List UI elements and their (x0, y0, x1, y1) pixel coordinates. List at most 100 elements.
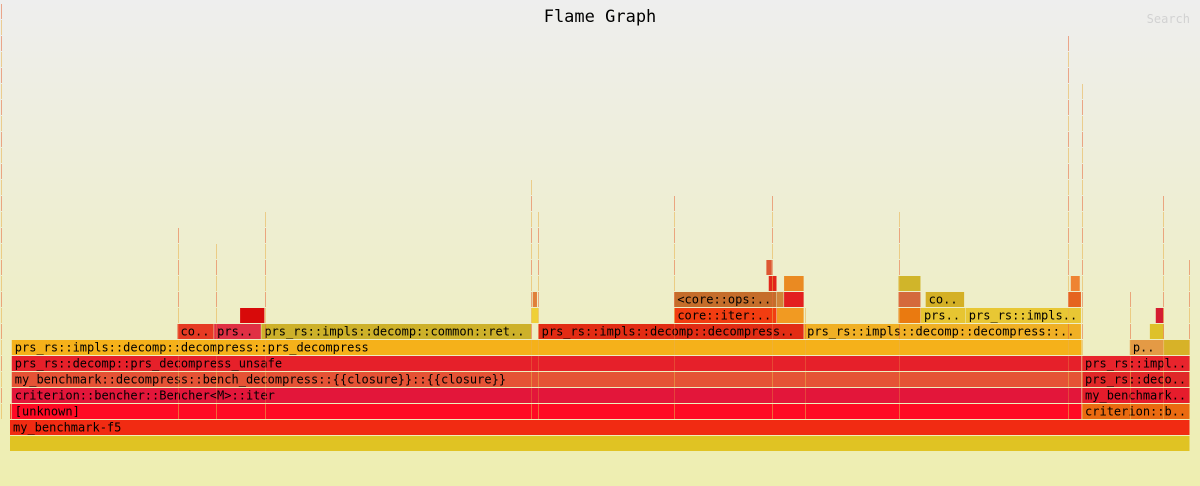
sliver-frame[interactable] (1068, 36, 1069, 51)
frame-rect[interactable] (965, 308, 1081, 323)
sliver-frame[interactable] (538, 228, 539, 243)
sliver-frame[interactable] (1189, 276, 1190, 291)
sliver-frame[interactable] (899, 340, 900, 355)
sliver-frame[interactable] (1082, 116, 1083, 131)
frame-rect[interactable] (1082, 356, 1190, 371)
sliver-frame[interactable] (899, 260, 900, 275)
flame-frame[interactable]: prs_rs::impls::decomp::decompress::prs_d… (11, 340, 1082, 355)
sliver-frame[interactable] (216, 308, 217, 323)
sliver-frame[interactable] (538, 388, 539, 403)
sliver-frame[interactable] (178, 228, 179, 243)
flame-frame[interactable] (898, 292, 921, 307)
sliver-frame[interactable] (1189, 356, 1190, 371)
sliver-frame[interactable] (674, 260, 675, 275)
sliver-frame[interactable] (531, 212, 532, 227)
flame-frame[interactable] (784, 276, 804, 291)
sliver-frame[interactable] (178, 372, 179, 387)
sliver-frame[interactable] (1082, 100, 1083, 115)
sliver-frame[interactable] (1, 404, 2, 419)
frame-rect[interactable] (11, 388, 1082, 403)
sliver-frame[interactable] (1082, 276, 1083, 291)
sliver-frame[interactable] (1189, 260, 1190, 275)
sliver-frame[interactable] (216, 372, 217, 387)
sliver-frame[interactable] (1, 148, 2, 163)
sliver-frame[interactable] (216, 292, 217, 307)
flame-frame[interactable]: prs.. (920, 308, 966, 323)
flame-frame[interactable]: my_benchmark.. (1082, 388, 1190, 403)
frame-rect[interactable] (1155, 308, 1164, 323)
sliver-frame[interactable] (1, 356, 2, 371)
sliver-frame[interactable] (1082, 164, 1083, 179)
sliver-frame[interactable] (1068, 228, 1069, 243)
sliver-frame[interactable] (1068, 212, 1069, 227)
sliver-frame[interactable] (1, 84, 2, 99)
sliver-frame[interactable] (538, 276, 539, 291)
sliver-frame[interactable] (1130, 372, 1131, 387)
sliver-frame[interactable] (1068, 68, 1069, 83)
sliver-frame[interactable] (216, 404, 217, 419)
sliver-frame[interactable] (1068, 180, 1069, 195)
sliver-frame[interactable] (1, 388, 2, 403)
sliver-frame[interactable] (531, 228, 532, 243)
sliver-frame[interactable] (1163, 276, 1164, 291)
sliver-frame[interactable] (265, 212, 266, 227)
sliver-frame[interactable] (805, 340, 806, 355)
frame-rect[interactable] (538, 324, 804, 339)
sliver-frame[interactable] (674, 212, 675, 227)
sliver-frame[interactable] (216, 340, 217, 355)
sliver-frame[interactable] (805, 404, 806, 419)
frame-rect[interactable] (11, 404, 1082, 419)
sliver-frame[interactable] (1, 324, 2, 339)
sliver-frame[interactable] (178, 340, 179, 355)
sliver-frame[interactable] (1082, 388, 1083, 403)
sliver-frame[interactable] (265, 372, 266, 387)
sliver-frame[interactable] (1130, 308, 1131, 323)
flame-frame[interactable]: <core::ops:.. (674, 292, 777, 307)
sliver-frame[interactable] (538, 324, 539, 339)
sliver-frame[interactable] (899, 276, 900, 291)
sliver-frame[interactable] (531, 196, 532, 211)
sliver-frame[interactable] (265, 228, 266, 243)
sliver-frame[interactable] (899, 292, 900, 307)
sliver-frame[interactable] (772, 308, 773, 323)
flame-frame[interactable]: criterion::bencher::Bencher<M>::iter (11, 388, 1082, 403)
sliver-frame[interactable] (1068, 196, 1069, 211)
flame-frame[interactable] (531, 308, 539, 323)
sliver-frame[interactable] (531, 404, 532, 419)
sliver-frame[interactable] (1163, 372, 1164, 387)
sliver-frame[interactable] (674, 404, 675, 419)
sliver-frame[interactable] (1, 68, 2, 83)
sliver-frame[interactable] (899, 372, 900, 387)
sliver-frame[interactable] (538, 308, 539, 323)
sliver-frame[interactable] (674, 324, 675, 339)
sliver-frame[interactable] (265, 292, 266, 307)
sliver-frame[interactable] (178, 404, 179, 419)
frame-rect[interactable] (10, 436, 1190, 451)
sliver-frame[interactable] (1189, 292, 1190, 307)
sliver-frame[interactable] (1, 52, 2, 67)
sliver-frame[interactable] (1189, 388, 1190, 403)
sliver-frame[interactable] (1130, 324, 1131, 339)
sliver-frame[interactable] (1082, 148, 1083, 163)
frame-rect[interactable] (1149, 324, 1164, 339)
sliver-frame[interactable] (1, 4, 2, 19)
flame-frame[interactable] (898, 308, 921, 323)
sliver-frame[interactable] (178, 260, 179, 275)
sliver-frame[interactable] (1163, 228, 1164, 243)
sliver-frame[interactable] (899, 404, 900, 419)
sliver-frame[interactable] (1, 340, 2, 355)
flame-frame[interactable] (1164, 340, 1190, 355)
sliver-frame[interactable] (1130, 388, 1131, 403)
sliver-frame[interactable] (1130, 292, 1131, 307)
sliver-frame[interactable] (531, 260, 532, 275)
sliver-frame[interactable] (531, 388, 532, 403)
sliver-frame[interactable] (265, 356, 266, 371)
sliver-frame[interactable] (265, 260, 266, 275)
flame-frame[interactable]: prs_rs::deco.. (1082, 372, 1190, 387)
sliver-frame[interactable] (1068, 164, 1069, 179)
sliver-frame[interactable] (531, 308, 532, 323)
sliver-frame[interactable] (772, 372, 773, 387)
frame-rect[interactable] (531, 308, 539, 323)
frame-rect[interactable] (1164, 340, 1190, 355)
sliver-frame[interactable] (1068, 404, 1069, 419)
